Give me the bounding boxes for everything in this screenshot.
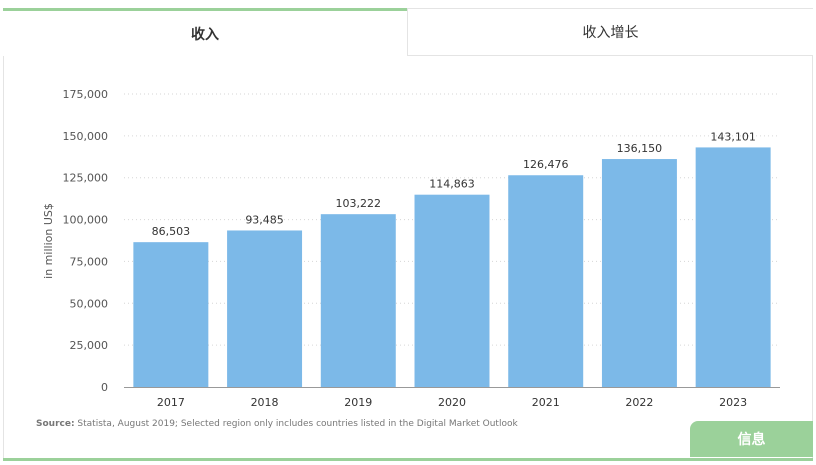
x-tick-label: 2019 [344, 396, 372, 409]
y-tick-label: 25,000 [70, 339, 109, 352]
x-tick-label: 2022 [625, 396, 653, 409]
bar-2021 [508, 175, 584, 387]
bar-2020 [414, 194, 490, 387]
info-button[interactable]: 信息 [690, 421, 813, 457]
bar-2017 [133, 242, 209, 387]
source-note: Source: Statista, August 2019; Selected … [36, 419, 518, 429]
bar-value-label: 86,503 [152, 225, 191, 238]
x-tick-label: 2023 [719, 396, 747, 409]
x-tick-label: 2018 [251, 396, 279, 409]
bar-2019 [320, 214, 396, 387]
bar-2022 [601, 159, 677, 387]
tab-revenue-growth[interactable]: 收入增长 [407, 8, 813, 56]
source-label: Source: [36, 419, 75, 429]
bar-value-label: 126,476 [523, 158, 569, 171]
bar-value-label: 103,222 [336, 197, 382, 210]
x-tick-label: 2017 [157, 396, 185, 409]
tab-revenue-growth-label: 收入增长 [582, 25, 639, 41]
tab-revenue[interactable]: 收入 [3, 8, 407, 56]
y-tick-label: 0 [101, 381, 108, 394]
info-button-label: 信息 [737, 432, 766, 448]
source-text: Statista, August 2019; Selected region o… [74, 419, 518, 429]
y-tick-label: 175,000 [63, 88, 109, 101]
bar-value-label: 93,485 [245, 213, 284, 226]
x-tick-label: 2021 [532, 396, 560, 409]
bar-2018 [227, 230, 303, 387]
bar-value-label: 136,150 [617, 142, 663, 155]
y-tick-label: 75,000 [70, 255, 109, 268]
bar-value-label: 143,101 [710, 130, 756, 143]
bar-2023 [695, 147, 771, 387]
bar-value-label: 114,863 [429, 178, 475, 191]
y-axis-label: in million US$ [42, 203, 55, 279]
x-tick-label: 2020 [438, 396, 466, 409]
card-bottom-accent [3, 458, 813, 461]
y-tick-label: 125,000 [63, 172, 109, 185]
y-tick-label: 100,000 [63, 214, 109, 227]
tab-revenue-label: 收入 [191, 26, 219, 43]
y-tick-label: 150,000 [63, 130, 109, 143]
y-tick-label: 50,000 [70, 297, 109, 310]
